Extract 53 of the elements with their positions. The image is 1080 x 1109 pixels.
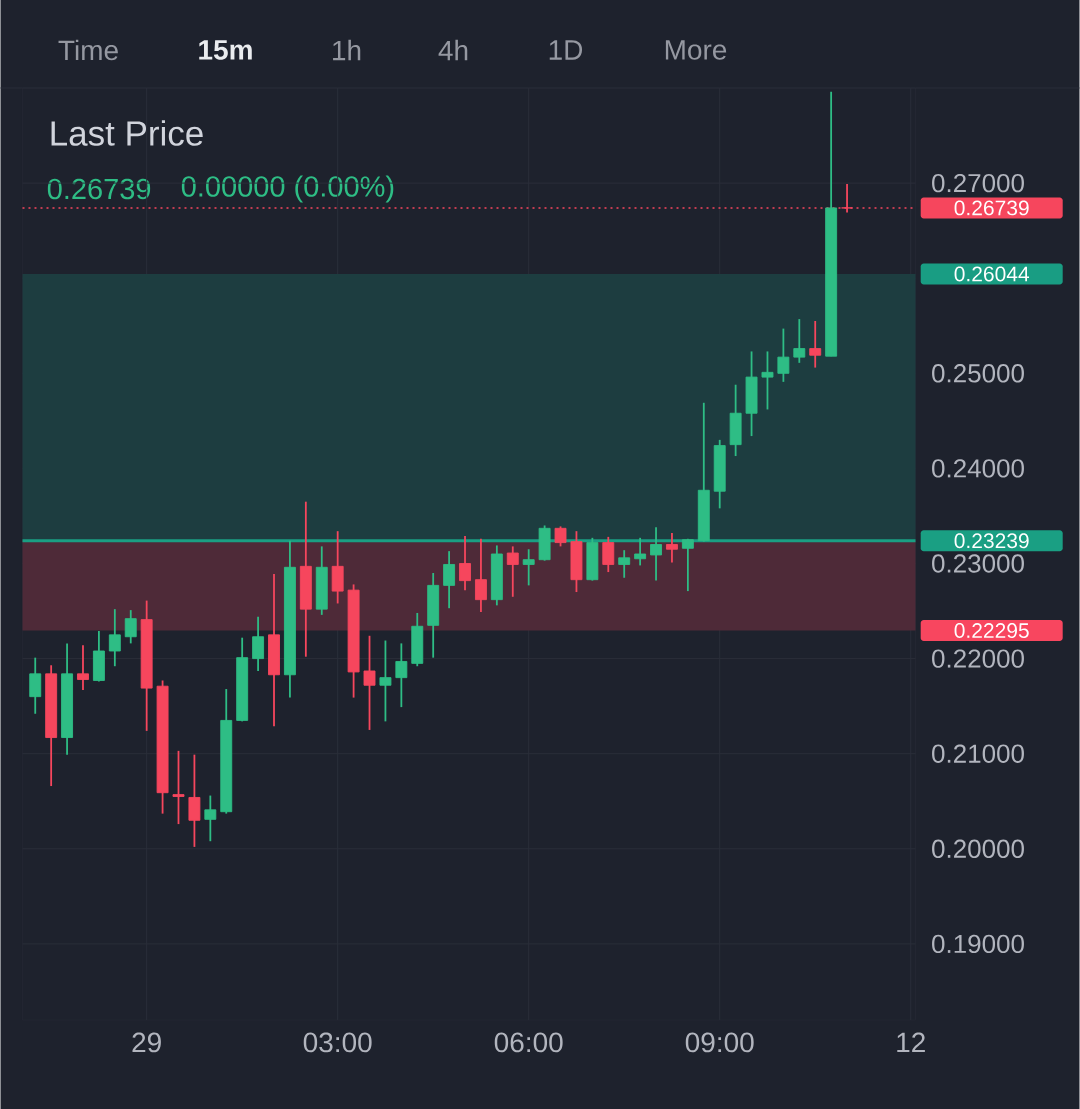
text: Time: [58, 39, 118, 61]
candlestick: [666, 532, 678, 564]
y-tick-label: 0.27000: [932, 173, 1024, 193]
candlestick: [379, 639, 392, 723]
y-tick-label: 0.19000: [932, 934, 1024, 954]
y-tick-label: 0.25000: [932, 364, 1024, 383]
candlestick: [650, 526, 662, 582]
candlestick: [522, 548, 535, 587]
text: More: [665, 40, 727, 60]
candlestick: [618, 549, 631, 579]
candlestick: [204, 794, 217, 843]
candlestick: [363, 634, 376, 731]
band-label: 0.26044: [954, 266, 1030, 282]
annotation: 0.00000 (0.00%): [181, 175, 394, 203]
text: 15m: [199, 40, 252, 60]
candlestick: [761, 350, 774, 411]
candlestick: [777, 327, 790, 383]
text: 4h: [438, 39, 468, 61]
candlestick: [77, 644, 89, 691]
y-tick-label: 0.24000: [932, 459, 1024, 478]
y-tick-label: 0.23000: [932, 554, 1024, 573]
candlestick: [29, 656, 42, 715]
candlestick: [475, 537, 487, 613]
y-tick-label: 0.22000: [932, 649, 1024, 668]
candlestick: [793, 318, 806, 364]
candlestick: [602, 535, 615, 573]
ref-line-label: 0.26739: [954, 200, 1029, 216]
candlestick: [681, 537, 694, 592]
candlestick: [124, 609, 137, 645]
candlestick: [634, 536, 647, 567]
x-tick-label: 06:00: [494, 1032, 563, 1053]
x-tick-label: 12: [897, 1032, 925, 1053]
candlestick: [506, 545, 519, 598]
annotation: 0.26739: [47, 178, 151, 200]
text: Last Price: [51, 120, 203, 146]
candlestick: [188, 753, 201, 848]
x-tick-label: 09:00: [685, 1032, 754, 1053]
candlestick: [172, 749, 185, 825]
text: 1D: [549, 40, 583, 60]
candlestick: [459, 535, 471, 592]
candlestick: [554, 525, 567, 548]
candlestick: [395, 642, 408, 709]
x-tick-label: 29: [132, 1032, 161, 1053]
candlestick: [443, 550, 456, 610]
band-label: 0.22295: [954, 623, 1029, 638]
y-tick-label: 0.20000: [932, 839, 1024, 859]
candlestick: [252, 615, 265, 672]
candlestick: [108, 608, 121, 668]
candlestick: [809, 320, 822, 369]
ref-line-label: 0.23239: [954, 533, 1029, 549]
x-tick-label: 03:00: [303, 1032, 372, 1053]
text: 1h: [333, 39, 361, 61]
y-tick-label: 0.21000: [932, 744, 1024, 763]
